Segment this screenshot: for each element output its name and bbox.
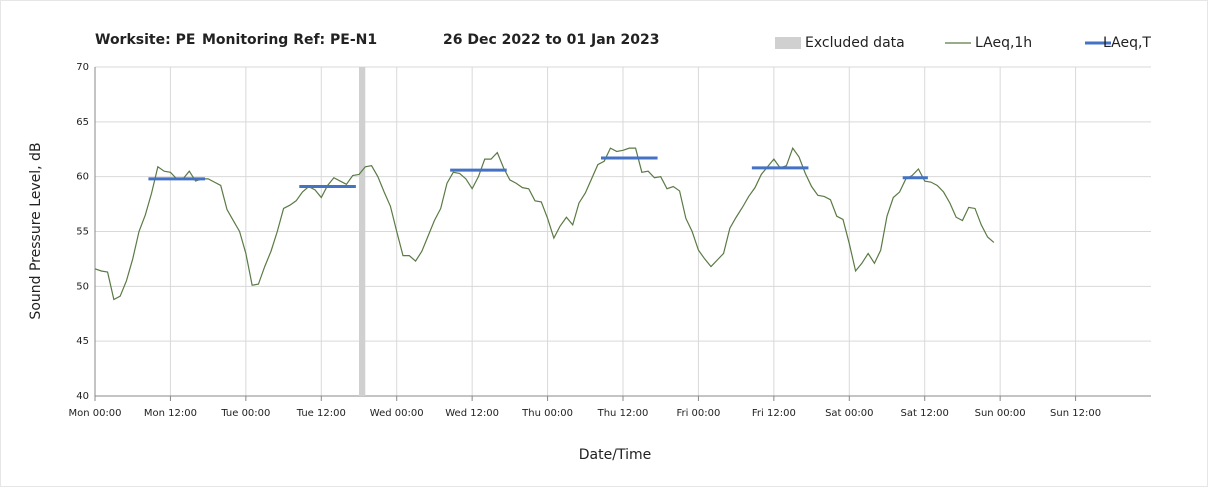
x-tick-label: Wed 12:00 [445, 408, 499, 419]
x-axis-label: Date/Time [579, 447, 651, 463]
x-tick-label: Sun 00:00 [975, 408, 1026, 419]
title-worksite: Worksite: PE [95, 32, 195, 48]
title-ref: Monitoring Ref: PE-N1 [202, 32, 377, 48]
x-tick-label: Sat 00:00 [825, 408, 873, 419]
legend-label: LAeq,1h [975, 35, 1032, 51]
x-tick-label: Sun 12:00 [1050, 408, 1101, 419]
y-axis-label: Sound Pressure Level, dB [28, 142, 44, 319]
legend-label: LAeq,T [1103, 35, 1151, 51]
x-tick-label: Thu 12:00 [597, 408, 649, 419]
y-tick-label: 45 [76, 336, 89, 347]
title-dates: 26 Dec 2022 to 01 Jan 2023 [443, 32, 660, 48]
y-tick-label: 65 [76, 117, 89, 128]
x-tick-label: Mon 00:00 [68, 408, 121, 419]
laeq-1h-line [94, 146, 995, 301]
x-tick-label: Fri 12:00 [752, 408, 796, 419]
y-tick-label: 40 [76, 391, 89, 402]
x-tick-label: Thu 00:00 [521, 408, 573, 419]
excluded-band [359, 67, 366, 396]
x-tick-label: Sat 12:00 [901, 408, 949, 419]
x-tick-label: Mon 12:00 [144, 408, 197, 419]
x-tick-label: Fri 00:00 [676, 408, 720, 419]
x-tick-label: Tue 12:00 [296, 408, 346, 419]
legend-label: Excluded data [805, 35, 905, 51]
y-tick-label: 70 [76, 62, 89, 73]
x-tick-label: Tue 00:00 [220, 408, 270, 419]
y-tick-label: 55 [76, 227, 89, 238]
x-tick-label: Wed 00:00 [370, 408, 424, 419]
y-tick-label: 60 [76, 172, 89, 183]
y-tick-label: 50 [76, 281, 89, 292]
legend-swatch [775, 37, 801, 49]
